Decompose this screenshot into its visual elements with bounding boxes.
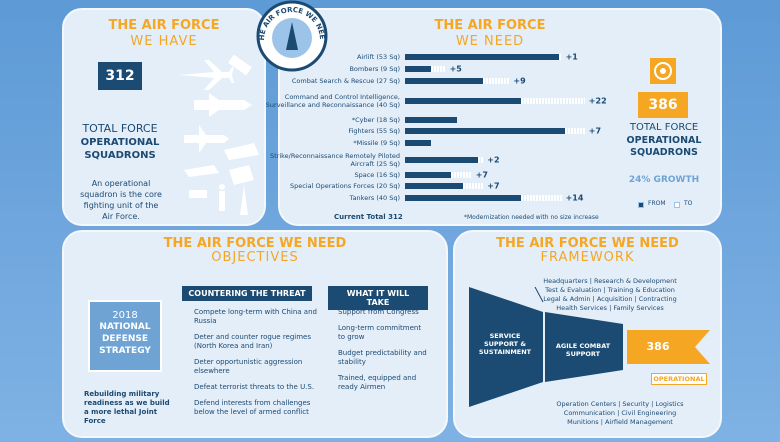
legend-label: TO	[684, 200, 693, 207]
need-label-main: OPERATIONAL SQUADRONS	[626, 135, 702, 158]
strategy-year: 2018	[112, 310, 138, 321]
seal-emblem	[286, 22, 298, 50]
ops-line: Munitions | Airfield Management	[567, 418, 673, 426]
framework-panel: THE AIR FORCE WE NEED FRAMEWORK Headquar…	[453, 230, 722, 438]
plane-icon	[229, 165, 254, 185]
objectives-title: THE AIR FORCE WE NEED	[163, 236, 347, 251]
strategy-box: 2018 NATIONAL DEFENSE STRATEGY	[88, 300, 162, 372]
need-count: 386	[638, 92, 688, 118]
need-subtitle: WE NEED	[455, 34, 525, 49]
threat-item: Defend interests from challenges below t…	[194, 399, 311, 416]
target-icon	[650, 58, 676, 84]
objectives-subtitle: OBJECTIVES	[211, 250, 299, 265]
funnel	[469, 286, 710, 407]
footnote: *Modernization needed with no size incre…	[464, 214, 599, 221]
legend-swatch	[638, 202, 644, 208]
need-panel: THE AIR FORCE WE NEED Current Total 312 …	[278, 8, 722, 226]
vehicle-icon	[189, 190, 207, 198]
need-label-top: TOTAL FORCE	[629, 122, 699, 133]
legend: FROM TO	[638, 200, 718, 212]
have-label-main: OPERATIONAL SQUADRONS	[80, 137, 160, 161]
plane-icon	[184, 125, 229, 153]
soldier-icon	[219, 191, 225, 211]
have-title: THE AIR FORCE	[108, 18, 220, 33]
support-line: Health Services | Family Services	[556, 304, 664, 312]
take-item: Trained, equipped and ready Airmen	[338, 374, 417, 391]
have-count: 312	[98, 62, 142, 90]
target-center	[660, 68, 666, 74]
support-list: Headquarters | Research & Development Tes…	[515, 277, 705, 313]
framework-subtitle: FRAMEWORK	[540, 250, 635, 265]
support-line: Test & Evaluation | Training & Education	[545, 286, 675, 294]
have-label-top: TOTAL FORCE	[82, 122, 158, 135]
ops-list: Operation Centers | Security | Logistics…	[535, 400, 705, 427]
support-line: Headquarters | Research & Development	[543, 277, 677, 285]
framework-count: 386	[646, 340, 670, 353]
threat-list: Compete long-term with China and Russia D…	[194, 308, 318, 424]
target-ring	[654, 62, 672, 80]
need-title: THE AIR FORCE	[434, 18, 546, 33]
connector	[534, 286, 544, 303]
threat-item: Deter opportunistic aggression elsewhere	[194, 358, 303, 375]
take-list: Support from Congress Long-term commitmen…	[338, 308, 430, 399]
strategy-note: Rebuilding military readiness as we buil…	[84, 390, 170, 425]
threat-item: Defeat terrorist threats to the U.S.	[194, 383, 315, 391]
soldier-icon	[219, 184, 225, 190]
icon-group	[179, 55, 259, 215]
pennant	[627, 330, 710, 364]
ops-line: Communication | Civil Engineering	[563, 409, 677, 417]
stage2-label: AGILE COMBAT SUPPORT	[555, 342, 611, 358]
legend-swatch	[674, 202, 680, 208]
plane-icon	[179, 60, 234, 90]
threat-item: Deter and counter rogue regimes (North K…	[194, 333, 312, 350]
take-item: Support from Congress	[338, 308, 419, 316]
have-panel: THE AIR FORCE WE HAVE 312 TOTAL FORCE OP…	[62, 8, 266, 226]
have-subtitle: WE HAVE	[130, 34, 198, 49]
take-item: Long-term commitment to grow	[338, 324, 422, 341]
funnel-stage	[469, 287, 543, 407]
plane-icon	[184, 165, 219, 177]
aircraft-icons	[179, 55, 259, 215]
missile-icon	[240, 185, 248, 215]
take-heading: WHAT IT WILL TAKE	[328, 286, 428, 310]
take-item: Budget predictability and stability	[338, 349, 427, 366]
threat-item: Compete long-term with China and Russia	[194, 308, 317, 325]
satellite-icon	[228, 55, 252, 76]
framework-title: THE AIR FORCE WE NEED	[496, 236, 679, 251]
have-note: An operational squadron is the core figh…	[80, 179, 162, 221]
plane-icon	[224, 143, 259, 160]
seal: THE AIR FORCE WE NEED	[252, 0, 328, 72]
funnel-stage	[545, 312, 623, 382]
legend-label: FROM	[648, 200, 666, 207]
strategy-name: NATIONAL DEFENSE STRATEGY	[99, 322, 151, 356]
operational-label: OPERATIONAL	[651, 373, 707, 385]
current-total: Current Total 312	[334, 213, 403, 221]
ops-line: Operation Centers | Security | Logistics	[556, 400, 684, 408]
growth: 24% GROWTH	[628, 175, 700, 185]
plane-icon	[194, 93, 252, 117]
objectives-panel: THE AIR FORCE WE NEED OBJECTIVES 2018 NA…	[62, 230, 448, 438]
stage1-label: SERVICE SUPPORT & SUSTAINMENT	[478, 332, 532, 356]
threat-heading: COUNTERING THE THREAT	[182, 286, 312, 301]
support-line: Legal & Admin | Acquisition | Contractin…	[543, 295, 677, 303]
